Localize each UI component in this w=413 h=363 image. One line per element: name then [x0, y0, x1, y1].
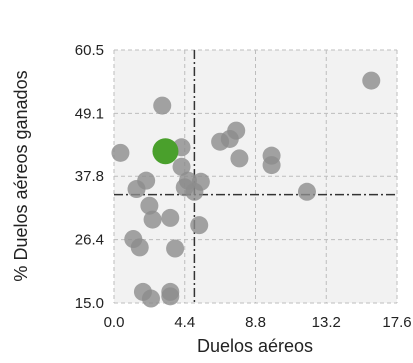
data-point — [140, 196, 159, 215]
x-tick-label: 8.8 — [245, 314, 266, 331]
y-tick-label: 49.1 — [75, 105, 104, 122]
y-tick-label: 26.4 — [75, 232, 104, 249]
data-point — [362, 71, 381, 90]
data-point — [166, 239, 185, 258]
data-point — [230, 149, 249, 168]
data-point — [143, 210, 162, 229]
x-axis-title: Duelos aéreos — [197, 336, 313, 356]
data-point — [161, 287, 180, 306]
data-point — [141, 289, 160, 308]
y-tick-label: 60.5 — [75, 42, 104, 59]
data-point — [227, 121, 246, 140]
data-point — [297, 182, 316, 201]
x-tick-label: 13.2 — [312, 314, 341, 331]
data-point — [127, 180, 146, 199]
data-points — [111, 71, 381, 308]
data-point — [161, 208, 180, 227]
highlighted-point — [152, 138, 179, 165]
data-point — [153, 96, 172, 115]
data-point — [190, 216, 209, 235]
data-point — [191, 172, 210, 191]
data-point — [262, 156, 281, 175]
y-tick-labels: 60.5 49.1 37.8 26.4 15.0 — [75, 42, 104, 312]
x-tick-label: 17.6 — [382, 314, 411, 331]
x-tick-label: 0.0 — [104, 314, 125, 331]
data-point — [172, 157, 191, 176]
x-tick-label: 4.4 — [174, 314, 195, 331]
x-tick-labels: 0.0 4.4 8.8 13.2 17.6 — [104, 314, 412, 331]
data-point — [130, 238, 149, 257]
y-axis-title: % Duelos aéreos ganados — [11, 70, 31, 281]
y-tick-label: 37.8 — [75, 168, 104, 185]
data-point — [111, 143, 130, 162]
y-tick-label: 15.0 — [75, 295, 104, 312]
